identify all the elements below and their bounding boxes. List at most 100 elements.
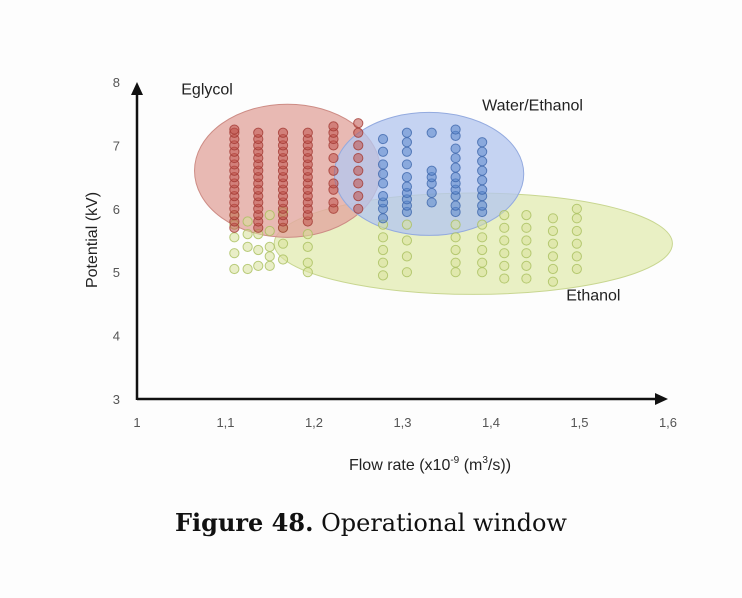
point-ethanol [571, 251, 582, 262]
point-ethanol [450, 257, 461, 268]
y-tick-label: 4 [113, 329, 120, 344]
x-tick-label: 1,1 [216, 415, 234, 430]
point-ethanol [401, 219, 413, 230]
x-tick-label: 1 [133, 415, 140, 430]
point-ethanol [253, 260, 264, 271]
point-ethanol [499, 273, 510, 284]
region-label-eglycol: Eglycol [181, 82, 233, 99]
x-tick-label: 1,5 [570, 415, 588, 430]
point-ethanol [277, 238, 289, 249]
point-ethanol [521, 273, 532, 284]
point-ethanol [477, 244, 488, 256]
point-ethanol [499, 235, 510, 246]
y-tick-label: 3 [113, 392, 120, 407]
point-ethanol [499, 248, 510, 259]
figure-caption: Figure 48. Operational window [0, 508, 742, 537]
point-ethanol [521, 260, 532, 271]
point-ethanol [450, 244, 461, 256]
y-tick-label: 6 [113, 202, 120, 217]
point-water-ethanol [401, 146, 413, 157]
point-eglycol [302, 127, 313, 138]
point-ethanol [450, 267, 461, 278]
point-water-ethanol [450, 172, 461, 183]
x-tick-label: 1,3 [393, 415, 411, 430]
region-label-ethanol: Ethanol [566, 288, 620, 305]
tick-labels: 1 1,1 1,2 1,3 1,4 1,5 1,6 3 4 5 6 7 8 [113, 75, 677, 430]
point-water-ethanol [377, 146, 389, 157]
figure-title: Operational window [321, 509, 567, 537]
point-eglycol [253, 127, 264, 138]
point-ethanol [477, 232, 488, 243]
point-ethanol [242, 229, 253, 240]
point-ethanol [499, 210, 510, 221]
point-water-ethanol [377, 191, 389, 202]
point-ethanol [547, 251, 559, 262]
point-ethanol [302, 257, 313, 268]
x-tick-label: 1,2 [305, 415, 323, 430]
point-water-ethanol [377, 168, 389, 180]
point-ethanol [242, 216, 253, 227]
point-ethanol [571, 263, 582, 275]
point-ethanol [521, 210, 532, 221]
point-ethanol [377, 257, 389, 268]
point-eglycol [353, 118, 364, 129]
point-ethanol [229, 248, 240, 259]
point-eglycol [353, 140, 364, 151]
y-tick-label: 7 [113, 138, 120, 153]
point-ethanol [264, 241, 275, 252]
point-water-ethanol [426, 165, 437, 176]
point-ethanol [571, 203, 582, 214]
point-ethanol [264, 225, 275, 237]
point-water-ethanol [450, 124, 461, 135]
data-points [229, 118, 582, 287]
point-ethanol [521, 235, 532, 246]
region-label-water-ethanol: Water/Ethanol [482, 98, 583, 115]
point-ethanol [302, 241, 313, 252]
point-ethanol [521, 248, 532, 259]
point-ethanol [499, 260, 510, 271]
point-water-ethanol [426, 187, 437, 199]
point-ethanol [253, 244, 264, 256]
point-water-ethanol [401, 181, 413, 192]
figure-number: Figure 48. [175, 508, 314, 537]
x-tick-label: 1,4 [482, 415, 500, 430]
point-eglycol [353, 203, 364, 214]
point-water-ethanol [401, 137, 413, 148]
point-water-ethanol [450, 143, 461, 154]
point-water-ethanol [450, 162, 461, 173]
point-ethanol [264, 260, 275, 271]
point-ethanol [547, 213, 559, 224]
point-water-ethanol [426, 197, 437, 208]
point-water-ethanol [477, 146, 488, 157]
point-ethanol [229, 263, 240, 275]
point-eglycol [353, 178, 364, 189]
y-axis-label: Potential (kV) [84, 192, 101, 288]
point-ethanol [242, 241, 253, 252]
point-eglycol [328, 197, 339, 208]
point-ethanol [401, 251, 413, 262]
point-eglycol [353, 191, 364, 202]
point-ethanol [521, 222, 532, 233]
point-ethanol [547, 276, 559, 287]
point-ethanol [477, 219, 488, 230]
point-ethanol [377, 232, 389, 243]
point-ethanol [477, 267, 488, 278]
point-water-ethanol [477, 137, 488, 148]
x-axis-label: Flow rate (x10-9 (m3/s)) [349, 455, 511, 474]
point-ethanol [477, 257, 488, 268]
point-ethanol [571, 213, 582, 224]
point-ethanol [401, 235, 413, 246]
point-water-ethanol [401, 172, 413, 183]
y-axis-arrow [131, 82, 143, 95]
point-water-ethanol [477, 184, 488, 195]
point-ethanol [377, 270, 389, 281]
point-ethanol [450, 232, 461, 243]
point-eglycol [353, 127, 364, 138]
x-axis-arrow [655, 393, 668, 405]
point-ethanol [264, 210, 275, 221]
scatter-chart: 1 1,1 1,2 1,3 1,4 1,5 1,6 3 4 5 6 7 8 Eglycol Water/E… [84, 75, 677, 474]
point-eglycol [328, 165, 339, 176]
point-water-ethanol [450, 200, 461, 211]
point-ethanol [302, 267, 313, 278]
point-water-ethanol [477, 200, 488, 211]
